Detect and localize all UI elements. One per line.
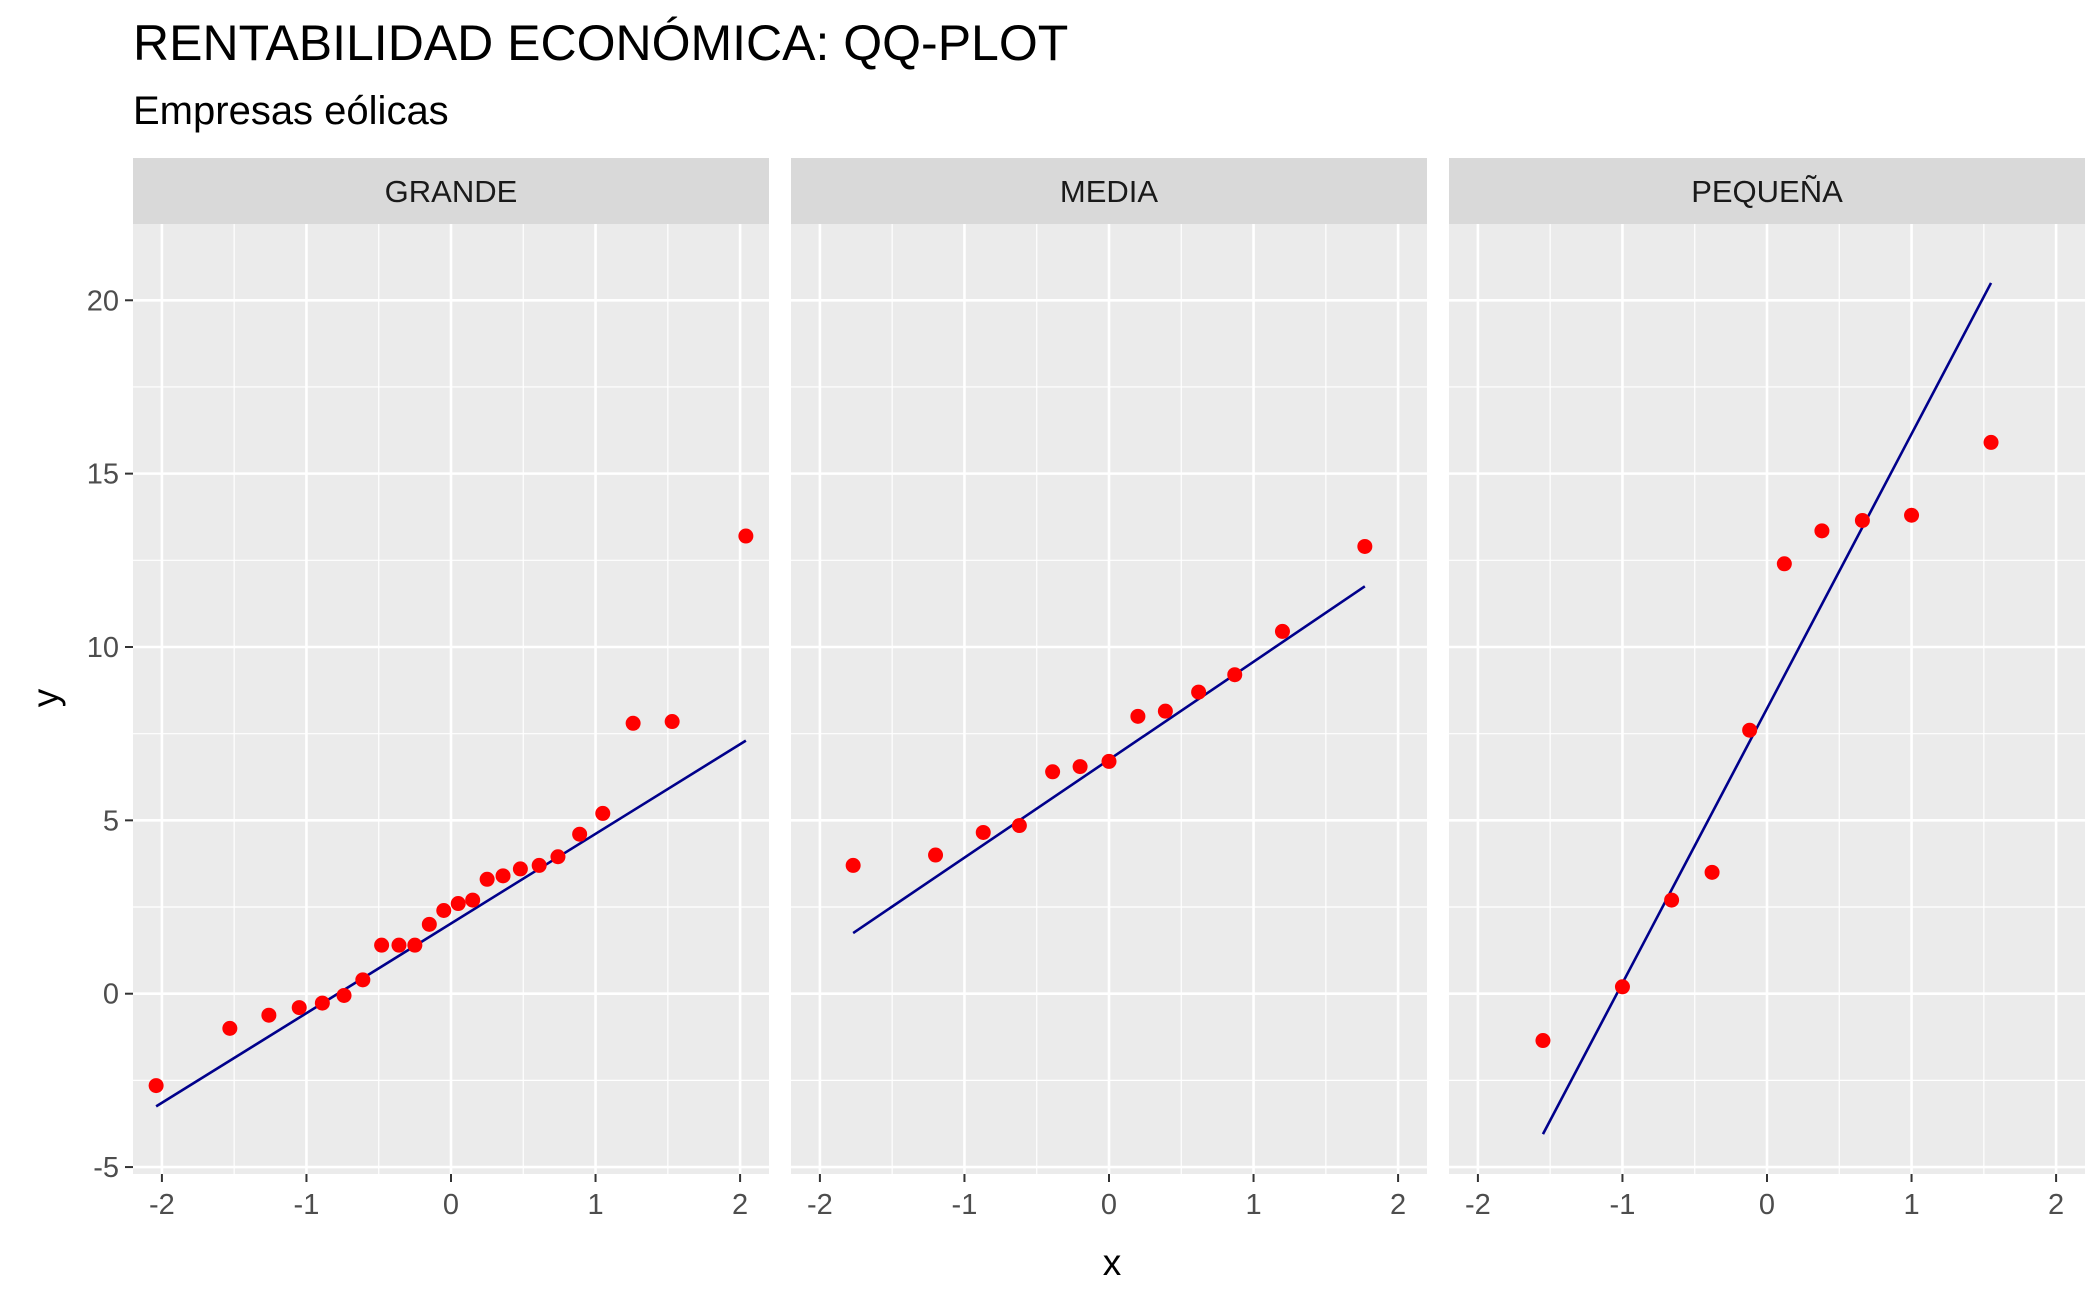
data-point (1045, 764, 1061, 780)
y-tick-label: 15 (87, 459, 119, 491)
x-tick-label: 1 (1245, 1189, 1261, 1221)
y-tick-label: 5 (103, 805, 119, 837)
x-tick-label: -1 (1610, 1189, 1636, 1221)
data-point (1614, 979, 1630, 995)
data-point (572, 826, 588, 842)
facet-panel: GRANDE -2 -1 0 1 2 -5 0 5 10 15 20 (87, 158, 769, 1221)
x-tick-label: 2 (1390, 1189, 1406, 1221)
data-point (512, 861, 528, 877)
facet-strip-label: GRANDE (385, 174, 518, 209)
qq-reference-line (155, 739, 747, 1108)
x-tick-label: -1 (952, 1189, 978, 1221)
data-point (374, 937, 390, 953)
data-point (1227, 667, 1243, 683)
data-point (845, 857, 861, 873)
data-point (1191, 684, 1207, 700)
data-point (391, 937, 407, 953)
data-point (1011, 818, 1027, 834)
data-point (436, 902, 452, 918)
facet-strip (791, 158, 1427, 224)
data-point (1664, 892, 1680, 908)
data-point (495, 868, 511, 884)
y-tick-label: -5 (93, 1152, 119, 1184)
x-tick-label: 1 (1903, 1189, 1919, 1221)
data-point (1130, 708, 1146, 724)
x-tick-label: 0 (1101, 1189, 1117, 1221)
data-point (148, 1078, 164, 1094)
y-tick-label: 0 (103, 979, 119, 1011)
x-tick-label: 2 (2048, 1189, 2064, 1221)
data-point (291, 1000, 307, 1016)
facet-panel: MEDIA -2 -1 0 1 2 (791, 158, 1427, 1221)
x-tick-label: 2 (732, 1189, 748, 1221)
data-point (1704, 864, 1720, 880)
x-tick-label: 1 (587, 1189, 603, 1221)
data-point (1274, 623, 1290, 639)
data-point (450, 896, 466, 912)
x-tick-label: -1 (294, 1189, 320, 1221)
facet-strip (1449, 158, 2085, 224)
data-point (975, 824, 991, 840)
data-point (1904, 507, 1920, 523)
data-point (1357, 538, 1373, 554)
data-point (738, 528, 754, 544)
data-point (531, 857, 547, 873)
data-point (479, 871, 495, 887)
data-point (928, 847, 944, 863)
data-point (1101, 753, 1117, 769)
y-tick-label: 20 (87, 285, 119, 317)
data-point (1814, 523, 1830, 539)
data-point (261, 1007, 277, 1023)
data-point (336, 987, 352, 1003)
x-tick-label: 0 (443, 1189, 459, 1221)
data-point (407, 937, 423, 953)
data-point (421, 916, 437, 932)
data-point (465, 892, 481, 908)
data-point (355, 972, 371, 988)
data-point (625, 715, 641, 731)
data-point (664, 714, 680, 730)
y-axis-title: y (25, 688, 66, 707)
data-point (1157, 703, 1173, 719)
data-point (1776, 556, 1792, 572)
data-point (1742, 722, 1758, 738)
data-point (314, 995, 330, 1011)
data-point (222, 1020, 238, 1036)
x-axis-title: x (1103, 1242, 1122, 1283)
data-point (1854, 512, 1870, 528)
data-point (1072, 759, 1088, 775)
chart-subtitle: Empresas eólicas (133, 89, 449, 133)
x-tick-label: -2 (807, 1189, 833, 1221)
x-tick-label: 0 (1759, 1189, 1775, 1221)
data-point (595, 805, 611, 821)
facet-strip-label: MEDIA (1060, 174, 1159, 209)
data-point (1983, 434, 1999, 450)
data-point (1535, 1033, 1551, 1049)
facet-strip-label: PEQUEÑA (1691, 174, 1843, 209)
chart-title: RENTABILIDAD ECONÓMICA: QQ-PLOT (133, 15, 1068, 71)
facet-panel: PEQUEÑA -2 -1 0 1 2 (1449, 158, 2085, 1221)
facet-strip (133, 158, 769, 224)
x-tick-label: -2 (149, 1189, 175, 1221)
x-tick-label: -2 (1465, 1189, 1491, 1221)
y-tick-label: 10 (87, 632, 119, 664)
data-point (550, 849, 566, 865)
